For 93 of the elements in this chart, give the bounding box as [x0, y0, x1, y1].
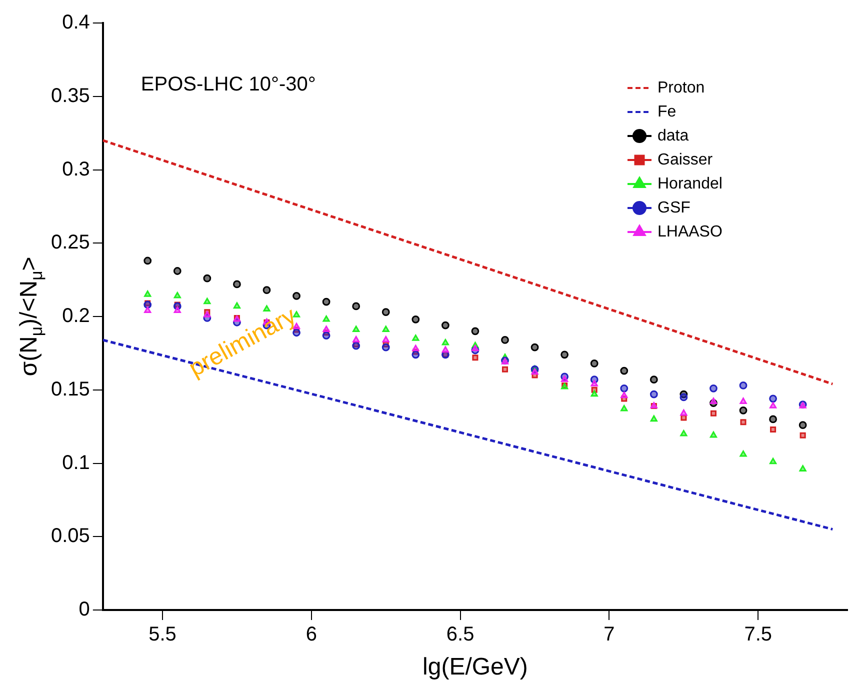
point: [144, 290, 152, 297]
point: [620, 405, 628, 412]
point: [322, 332, 330, 340]
point: [352, 326, 360, 332]
point: [441, 321, 450, 330]
legend-label: data: [658, 127, 689, 144]
point: [710, 431, 717, 438]
point: [530, 343, 539, 352]
point: [680, 409, 688, 416]
point: [262, 286, 271, 294]
point: [798, 421, 807, 430]
point: [620, 392, 628, 398]
point: [233, 280, 241, 288]
point: [590, 380, 598, 386]
y-tick-label: 0.15: [50, 378, 90, 400]
legend-label: Proton: [658, 79, 705, 96]
point: [680, 430, 688, 436]
point: [770, 402, 777, 408]
point: [173, 267, 182, 275]
point: [740, 398, 747, 404]
point: [203, 274, 212, 282]
legend-label: GSF: [658, 199, 691, 216]
point: [769, 394, 777, 403]
point: [412, 344, 420, 352]
point: [650, 390, 658, 398]
point: [352, 302, 360, 310]
point: [561, 376, 568, 382]
y-axis-title: σ(Nμ)/<Nμ>: [16, 256, 46, 376]
point: [204, 298, 211, 304]
point: [590, 360, 598, 368]
point: [292, 292, 300, 300]
point: [174, 292, 181, 298]
point: [739, 406, 748, 414]
annotation: EPOS-LHC 10°-30°: [140, 74, 316, 96]
point: [144, 306, 152, 313]
y-tick-label: 0.25: [50, 232, 90, 254]
y-tick-label: 0.2: [62, 305, 90, 328]
point: [352, 336, 360, 342]
x-tick-label: 5.5: [148, 624, 176, 646]
point: [382, 326, 390, 332]
point: [322, 298, 330, 306]
x-tick-label: 6: [306, 624, 317, 646]
point: [620, 384, 628, 392]
point: [710, 384, 718, 392]
y-tick-label: 0.4: [62, 12, 90, 34]
point: [233, 302, 240, 309]
x-tick-label: 6.5: [446, 624, 474, 646]
point: [710, 410, 716, 416]
legend-label: Horandel: [658, 175, 722, 192]
legend-label: Gaisser: [658, 151, 714, 168]
y-tick-label: 0.1: [62, 452, 90, 474]
point: [799, 465, 806, 472]
point: [770, 426, 776, 433]
point: [769, 415, 777, 424]
point: [502, 366, 508, 372]
legend-label: LHAASO: [658, 223, 722, 240]
point: [740, 419, 746, 426]
point: [710, 398, 717, 404]
point: [412, 315, 420, 324]
point: [322, 326, 330, 332]
point: [472, 354, 478, 361]
point: [501, 336, 509, 344]
point: [472, 344, 479, 352]
point: [382, 336, 390, 342]
point: [680, 393, 688, 402]
point: [770, 458, 777, 464]
point: [739, 382, 748, 390]
point: [412, 334, 420, 341]
point: [471, 327, 480, 336]
y-tick-label: 0.3: [62, 158, 90, 180]
point: [590, 390, 598, 397]
x-axis-title: lg(E/GeV): [422, 654, 528, 681]
legend-label: Fe: [658, 103, 676, 120]
point: [382, 308, 390, 316]
point: [620, 366, 628, 375]
point: [650, 376, 658, 384]
point: [740, 450, 747, 457]
y-tick-label: 0: [78, 598, 90, 621]
point: [144, 300, 152, 309]
x-tick-label: 7.5: [744, 624, 772, 646]
point: [322, 315, 330, 322]
point: [382, 343, 390, 352]
point: [800, 432, 806, 438]
point: [144, 256, 152, 265]
point: [174, 306, 181, 313]
y-tick-label: 0.05: [50, 525, 90, 548]
point: [531, 368, 538, 375]
point: [412, 350, 420, 359]
point: [650, 415, 658, 422]
y-tick-label: 0.35: [50, 84, 90, 107]
point: [560, 350, 569, 359]
x-tick-label: 7: [604, 624, 615, 646]
point: [442, 338, 449, 346]
